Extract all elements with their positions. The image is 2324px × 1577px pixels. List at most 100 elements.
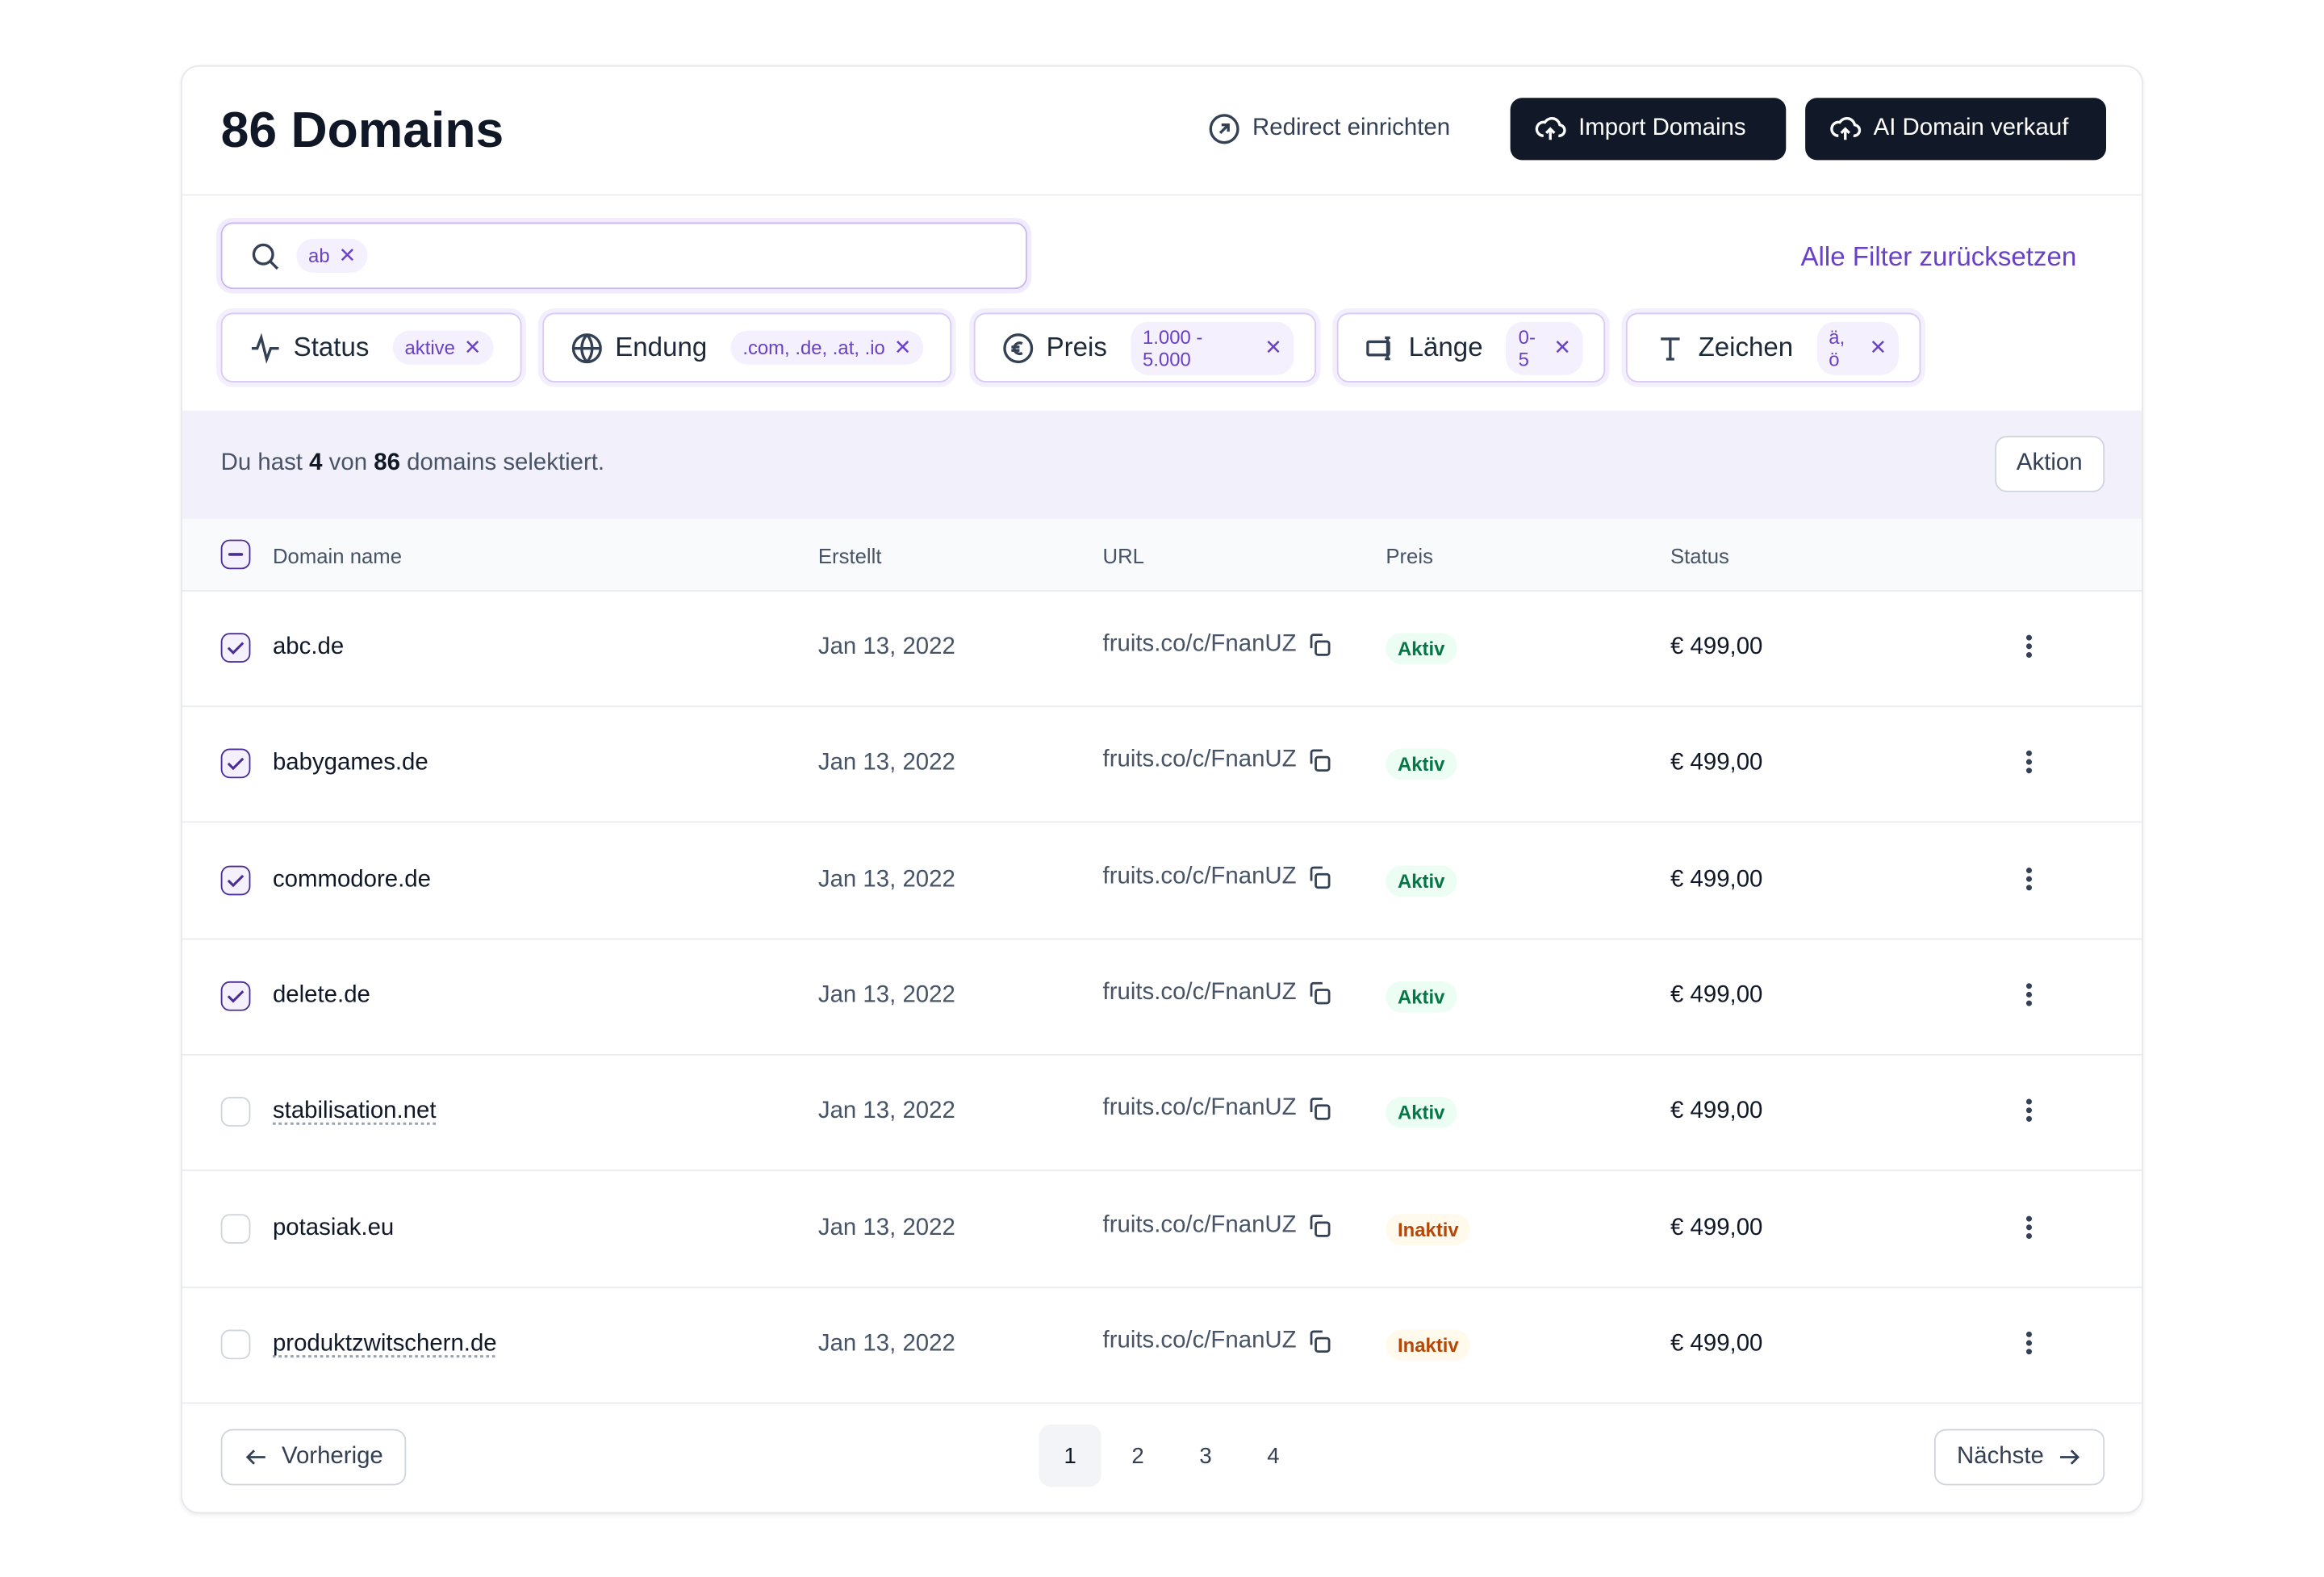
reset-filters-link[interactable]: Alle Filter zurücksetzen [1800, 241, 2077, 272]
chip-remove[interactable]: ✕ [1553, 335, 1571, 359]
price: € 499,00 [1670, 866, 1763, 892]
url-text: fruits.co/c/FnanUZ [1102, 747, 1297, 773]
row-menu[interactable] [2014, 1212, 2044, 1249]
selection-suffix: domains selektiert. [407, 450, 605, 476]
previous-label: Vorherige [281, 1443, 383, 1470]
price: € 499,00 [1670, 1331, 1763, 1357]
filter-chip[interactable]: 1.000 - 5.000 ✕ [1131, 320, 1294, 374]
selection-count: 4 [309, 450, 323, 476]
page-number[interactable]: 3 [1199, 1443, 1212, 1469]
url-text: fruits.co/c/FnanUZ [1102, 864, 1297, 889]
price: € 499,00 [1670, 750, 1763, 776]
page-number[interactable]: 4 [1267, 1443, 1280, 1469]
row-checkbox[interactable] [220, 1097, 251, 1127]
filter[interactable]: Status aktive ✕ [220, 312, 522, 383]
row-checkbox[interactable] [220, 1329, 251, 1359]
upload-icon [1535, 117, 1566, 140]
chip-remove[interactable]: ✕ [893, 335, 912, 359]
column-header: Status [1670, 544, 1729, 568]
domain-name[interactable]: stabilisation.net [272, 1098, 437, 1124]
row-checkbox[interactable] [220, 864, 251, 895]
table-row: abc.de Jan 13, 2022 fruits.co/c/FnanUZ Akti… [182, 590, 2142, 708]
chip-label: aktive [404, 336, 455, 359]
chip-remove[interactable]: ✕ [463, 335, 482, 359]
filter[interactable]: Zeichen ä, ö ✕ [1625, 312, 1921, 383]
previous-button[interactable]: Vorherige [220, 1429, 406, 1486]
filter-label: Zeichen [1698, 332, 1794, 362]
filter-chip[interactable]: .com, .de, .at, .io ✕ [730, 330, 924, 365]
domain-name[interactable]: produktzwitschern.de [272, 1331, 497, 1357]
url: fruits.co/c/FnanUZ [1103, 631, 1332, 658]
dots-icon [2025, 867, 2033, 890]
selection-bar: Du hast 4 von 86 domains selektiert. Akt… [182, 410, 2142, 519]
row-menu[interactable] [2014, 1328, 2044, 1365]
redirect-button[interactable]: Redirect einrichten [1208, 98, 1450, 160]
url-text: fruits.co/c/FnanUZ [1102, 1211, 1297, 1237]
copy-icon [1310, 634, 1330, 656]
status-badge: Inaktiv [1386, 1213, 1471, 1244]
page-number[interactable]: 2 [1131, 1443, 1144, 1469]
check-icon [227, 989, 245, 1003]
chip-label: 0-5 [1518, 325, 1536, 370]
copy-icon [1310, 1098, 1330, 1120]
next-button[interactable]: Nächste [1934, 1429, 2105, 1486]
row-checkbox[interactable] [220, 1213, 251, 1244]
row-checkbox[interactable] [220, 633, 251, 663]
domain-name[interactable]: abc.de [272, 634, 345, 660]
status-badge: Aktiv [1386, 1097, 1457, 1129]
table-row: babygames.de Jan 13, 2022 fruits.co/c/Fnan… [182, 706, 2142, 823]
copy-icon [1310, 981, 1330, 1005]
minus-icon [228, 553, 244, 556]
chip-remove[interactable]: ✕ [338, 243, 357, 267]
ai-button[interactable]: AI Domain verkauf [1805, 98, 2106, 161]
url: fruits.co/c/FnanUZ [1103, 1096, 1332, 1123]
page-number[interactable]: 1 [1039, 1424, 1101, 1487]
domain-name[interactable]: commodore.de [272, 866, 431, 892]
search-box[interactable]: ab ✕ [220, 222, 1027, 290]
table-row: commodore.de Jan 13, 2022 fruits.co/c/Fnan… [182, 822, 2142, 939]
chip-label: .com, .de, .at, .io [742, 336, 885, 359]
row-menu[interactable] [2014, 980, 2044, 1017]
filter-icon [1661, 337, 1680, 360]
search-icon [252, 242, 279, 270]
filter[interactable]: Endung .com, .de, .at, .io ✕ [542, 312, 952, 383]
search-chip[interactable]: ab ✕ [296, 238, 368, 273]
copy-icon [1310, 865, 1330, 889]
domain-name[interactable]: potasiak.eu [272, 1215, 395, 1240]
url-text: fruits.co/c/FnanUZ [1102, 631, 1297, 657]
row-checkbox[interactable] [220, 981, 251, 1011]
import-button[interactable]: Import Domains [1510, 98, 1787, 161]
status-badge: Aktiv [1386, 749, 1457, 780]
row-menu[interactable] [2014, 864, 2044, 901]
copy-icon [1310, 750, 1330, 772]
filter[interactable]: Länge 0-5 ✕ [1336, 312, 1606, 383]
selection-total: 86 [374, 450, 400, 476]
row-menu[interactable] [2014, 631, 2044, 668]
filter-chip[interactable]: 0-5 ✕ [1506, 320, 1583, 374]
filter-icon [251, 332, 279, 363]
row-menu[interactable] [2014, 747, 2044, 784]
selection-middle: von [328, 450, 368, 476]
select-all-checkbox[interactable] [220, 539, 251, 570]
selection-prefix: Du hast [220, 450, 303, 476]
redirect-label: Redirect einrichten [1252, 115, 1451, 141]
arrow-left [245, 1449, 265, 1465]
column-header: Erstellt [817, 544, 882, 568]
row-menu[interactable] [2014, 1096, 2044, 1133]
created-date: Jan 13, 2022 [817, 982, 955, 1008]
filter-chip[interactable]: ä, ö ✕ [1816, 320, 1899, 374]
action-button[interactable]: Aktion [1994, 435, 2105, 492]
chip-remove[interactable]: ✕ [1264, 335, 1282, 359]
filter-chip[interactable]: aktive ✕ [392, 330, 494, 365]
filter[interactable]: Preis 1.000 - 5.000 ✕ [973, 312, 1317, 383]
row-checkbox[interactable] [220, 749, 251, 779]
status-badge: Aktiv [1386, 981, 1457, 1013]
column-header: URL [1102, 544, 1144, 568]
domain-name[interactable]: delete.de [272, 982, 370, 1008]
chip-remove[interactable]: ✕ [1869, 335, 1887, 359]
import-label: Import Domains [1578, 115, 1746, 141]
domain-name[interactable]: babygames.de [272, 750, 428, 776]
url: fruits.co/c/FnanUZ [1103, 747, 1332, 774]
created-date: Jan 13, 2022 [817, 634, 955, 660]
